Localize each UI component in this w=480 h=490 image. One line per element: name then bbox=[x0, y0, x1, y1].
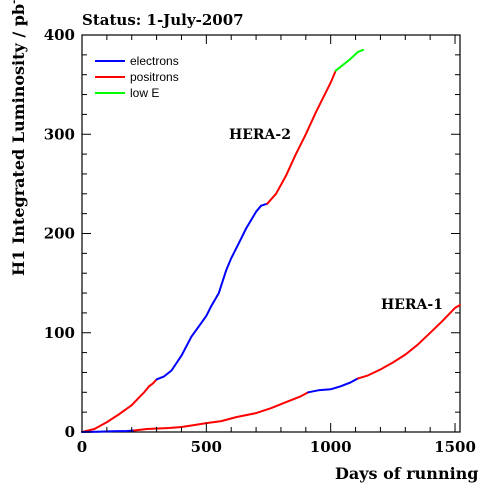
series-layer bbox=[81, 48, 461, 433]
y-tick-label: 0 bbox=[65, 423, 75, 441]
y-tick-label: 200 bbox=[44, 225, 75, 243]
series-hera-2-positrons-2 bbox=[266, 69, 337, 205]
legend-label-electrons: electrons bbox=[130, 54, 179, 68]
series-hera-2-electrons-1 bbox=[155, 202, 269, 381]
y-tick-label: 100 bbox=[44, 324, 75, 342]
x-axis-label: Days of running bbox=[335, 464, 478, 483]
y-axis-label-superscript: -1 bbox=[9, 0, 20, 4]
y-axis-label-text: H1 Integrated Luminosity / pb bbox=[9, 4, 28, 276]
annotation-hera-1: HERA-1 bbox=[381, 297, 443, 313]
y-tick-label: 300 bbox=[44, 125, 75, 143]
ticks-layer: 0 500 1000 1500 0 100 200 300 400 bbox=[44, 26, 476, 456]
series-hera-1-positrons-7 bbox=[357, 304, 461, 380]
legend-label-low-e: low E bbox=[130, 86, 159, 100]
chart-title: Status: 1-July-2007 bbox=[82, 11, 244, 29]
legend-label-positrons: positrons bbox=[130, 70, 179, 84]
series-hera-1-electrons-4 bbox=[81, 429, 136, 433]
x-tick-label: 1000 bbox=[310, 438, 352, 456]
annotation-hera-2: HERA-2 bbox=[229, 127, 291, 143]
legend: electrons positrons low E bbox=[95, 54, 179, 100]
series-hera-2-low-e-3 bbox=[334, 48, 364, 72]
x-tick-label: 500 bbox=[191, 438, 222, 456]
x-tick-label: 1500 bbox=[434, 438, 476, 456]
y-axis-label: H1 Integrated Luminosity / pb-1 bbox=[9, 0, 28, 276]
series-hera-2-positrons-0 bbox=[81, 378, 158, 433]
series-hera-1-positrons-5 bbox=[133, 391, 310, 432]
svg-text:H1 Integrated Luminosity / pb-: H1 Integrated Luminosity / pb-1 bbox=[9, 0, 28, 276]
y-tick-label: 400 bbox=[44, 26, 75, 44]
x-tick-label: 0 bbox=[77, 438, 87, 456]
series-hera-1-electrons-6 bbox=[307, 377, 359, 394]
